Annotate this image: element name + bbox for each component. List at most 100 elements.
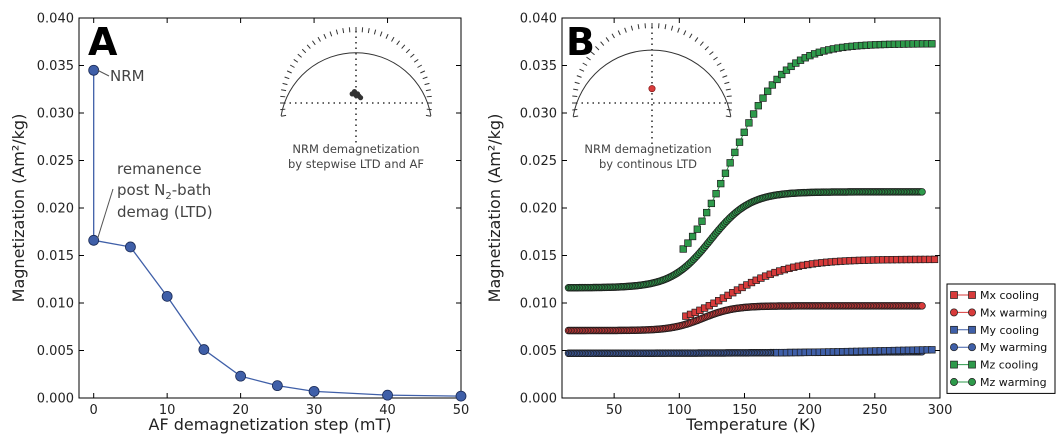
panel-a-inset-rim-tick — [401, 44, 406, 49]
panel-a-x-tick-label: 50 — [453, 403, 470, 418]
panel-a-label: A — [88, 20, 118, 64]
panel-a-inset-rim-tick — [405, 48, 411, 54]
mz-cooling-marker — [782, 66, 791, 74]
panel-b-inset-rim-tick — [683, 30, 687, 36]
panel-b-y-axis-label: Magnetization (Am²/kg) — [485, 114, 504, 303]
panel-b-inset-rim-tick — [573, 88, 579, 91]
panel-b-inset-rim-tick — [579, 68, 585, 72]
panel-b-inset-rim-tick — [590, 51, 595, 56]
nrm-annotation: NRM — [110, 67, 145, 85]
panel-b-inset-rim-tick — [600, 41, 605, 46]
panel-b-inset-rim-tick — [725, 88, 731, 91]
legend-marker-mz-warming — [968, 378, 976, 386]
mz-cooling-marker — [754, 102, 762, 110]
panel-a-inset-rim-tick — [424, 82, 430, 86]
panel-a-inset-caption-line2: by stepwise LTD and AF — [288, 157, 424, 171]
panel-a-y-tick-label: 0.040 — [37, 12, 74, 27]
panel-a-data-point — [198, 344, 210, 355]
mz-cooling-marker — [735, 138, 744, 146]
panel-b-inset-rim-tick — [637, 24, 640, 30]
panel-a-inset-rim-tick — [396, 40, 401, 46]
legend-marker-mx-warming — [968, 308, 976, 317]
ltd-leader-line — [97, 188, 114, 239]
panel-b-inset-rim-tick — [724, 81, 730, 85]
panel-a-inset-rim-tick — [367, 28, 370, 34]
panel-b-y-tick-label: 0.010 — [520, 297, 557, 312]
panel-b-inset-rim-tick — [719, 68, 725, 72]
panel-a-y-tick-label: 0.020 — [37, 202, 74, 217]
panel-b-inset-rim-tick — [722, 75, 728, 78]
panel-b-inset-rim-tick — [617, 30, 621, 36]
legend-label-mz-warming: Mz warming — [980, 376, 1047, 389]
legend-marker-mz-warming — [950, 378, 958, 386]
panel-b-x-tick-label: 300 — [928, 403, 953, 418]
panel-b-inset-rim-tick — [574, 81, 580, 85]
panel-b-plot-area: 50 100 150 200 250 300 0.000 0.005 0.010 0.015 0.0… — [520, 12, 953, 419]
remanence-annotation-line2: post N2-bath — [117, 181, 211, 202]
mz-warming-marker — [918, 188, 926, 196]
panel-b-x-tick-label: 150 — [732, 403, 757, 418]
panel-a-x-axis-label: AF demagnetization step (mT) — [149, 415, 392, 434]
legend-label-mx-warming: Mx warming — [980, 306, 1047, 319]
legend-marker-mz-cooling — [968, 360, 976, 369]
panel-a-data-point — [271, 380, 283, 392]
remanence-line2-subscript: 2 — [165, 191, 171, 202]
panel-b-inset-rim-tick — [694, 37, 699, 42]
legend-marker-mz-cooling — [950, 360, 958, 369]
panel-b-inset-rim-tick — [582, 62, 588, 66]
panel-b-inset-rim-tick — [725, 115, 731, 118]
panel-a-inset-rim-tick — [373, 29, 377, 35]
panel-b-y-tick-label: 0.020 — [520, 202, 557, 217]
panel-a-inset-rim-tick — [301, 48, 307, 54]
panel-a-y-tick-label: 0.000 — [37, 392, 74, 407]
legend-marker-mx-warming — [950, 308, 958, 317]
panel-b-inset-rim-tick — [624, 27, 627, 33]
panel-a-x-tick-label: 10 — [159, 403, 176, 418]
panel-a-inset-demag-point — [353, 92, 359, 98]
panel-b-inset-rim-tick — [699, 41, 704, 46]
panel-a-y-tick-label: 0.025 — [37, 154, 74, 169]
panel-a-inset-rim-tick — [311, 40, 316, 46]
panel-a-data-point — [125, 241, 136, 253]
mx-warming-marker — [918, 302, 926, 310]
mz-cooling-marker — [721, 169, 730, 177]
legend-marker-mx-cooling — [968, 291, 976, 299]
remanence-line2-prefix: post N — [117, 181, 165, 199]
panel-b-inset-rim-tick — [709, 51, 714, 56]
panel-b-inset-rim-tick — [689, 33, 693, 39]
panel-b-y-tick-label: 0.040 — [520, 12, 557, 27]
panel-a-x-tick-label: 0 — [90, 403, 98, 418]
remanence-annotation-line3: demag (LTD) — [117, 203, 213, 221]
mz-cooling-marker — [768, 81, 777, 89]
mz-cooling-marker — [773, 75, 781, 84]
panel-b-x-tick-label: 200 — [797, 403, 822, 418]
panel-b-plot-frame — [561, 17, 941, 399]
panel-a-inset-rim-tick — [425, 114, 431, 117]
panel-a-y-tick-label: 0.035 — [37, 59, 74, 74]
panel-a-inset-demag-point — [357, 95, 364, 101]
panel-a-inset-rim-tick — [282, 82, 288, 86]
mz-cooling-marker — [707, 199, 716, 208]
panel-b-label: B — [566, 20, 595, 64]
panel-a-inset-rim-tick — [297, 53, 302, 58]
panel-a-y-tick-label: 0.005 — [37, 344, 74, 359]
panel-a-inset-rim-tick — [417, 64, 423, 68]
panel-b-inset-rim-tick — [605, 37, 610, 42]
panel-a-x-tick-label: 20 — [232, 403, 249, 418]
panel-b-x-tick-label: 100 — [667, 403, 692, 418]
panel-b-y-tick-label: 0.025 — [520, 154, 557, 169]
panel-a-inset-rim-tick — [286, 70, 292, 74]
mz-cooling-marker — [740, 128, 748, 136]
panel-b-y-tick-label: 0.015 — [520, 249, 557, 264]
panel-a-x-tick-label: 30 — [306, 403, 323, 418]
panel-a-inset-rim-tick — [335, 29, 339, 35]
mz-cooling-marker — [712, 190, 720, 198]
panel-b-inset-rim-tick — [704, 46, 709, 51]
legend-label-mx-cooling: Mx cooling — [980, 289, 1039, 302]
panel-b-inset-rim-tick — [630, 25, 634, 31]
mz-cooling-marker — [749, 110, 758, 118]
mz-cooling-marker — [745, 119, 753, 127]
panel-a-data-point — [382, 389, 393, 401]
panel-b-inset-rim-tick — [611, 33, 615, 39]
panel-b-inset-clipped-group — [572, 23, 732, 147]
